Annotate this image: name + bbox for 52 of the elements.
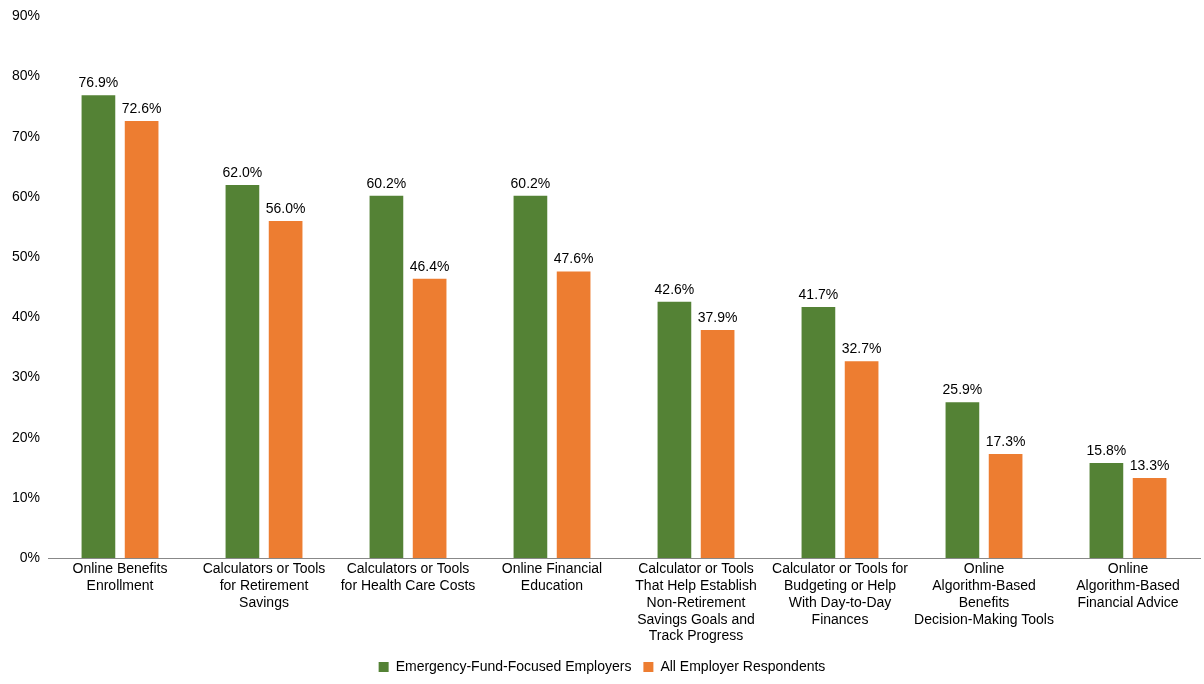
y-tick-label: 80% bbox=[11, 67, 41, 84]
bar bbox=[1089, 462, 1124, 558]
bar bbox=[801, 307, 836, 558]
bar bbox=[268, 221, 303, 558]
x-tick-label: Online Algorithm-Based Financial Advice bbox=[1076, 560, 1180, 610]
bar bbox=[369, 195, 404, 558]
bar bbox=[700, 329, 735, 558]
bar bbox=[1132, 477, 1167, 558]
data-label: 25.9% bbox=[942, 381, 983, 397]
y-tick-label: 40% bbox=[11, 308, 41, 325]
bar bbox=[556, 271, 591, 558]
x-tick-label: Online Algorithm-Based Benefits Decision-Making Tools bbox=[914, 560, 1054, 627]
bar bbox=[657, 301, 692, 558]
data-label: 60.2% bbox=[366, 174, 407, 191]
data-label: 15.8% bbox=[1086, 441, 1127, 458]
x-tick-label: Online Benefits Enrollment bbox=[72, 560, 168, 594]
y-tick-label: 90% bbox=[11, 7, 41, 24]
x-tick-label: Calculators or Tools for Health Care Costs bbox=[340, 560, 476, 594]
data-label: 76.9% bbox=[78, 74, 119, 91]
y-tick-label: 60% bbox=[11, 187, 41, 204]
y-tick-label: 30% bbox=[11, 368, 41, 385]
data-label: 47.6% bbox=[553, 250, 594, 267]
data-label: 60.2% bbox=[510, 174, 551, 191]
x-tick-label: Calculator or Tools That Help Establish Non-Retirement Savings Goals and Track Progress bbox=[635, 560, 757, 644]
bar bbox=[412, 278, 447, 558]
y-tick-label: 20% bbox=[11, 428, 41, 445]
data-label: 42.6% bbox=[654, 280, 695, 297]
data-label: 56.0% bbox=[265, 199, 306, 216]
x-tick-label: Online Financial Education bbox=[501, 560, 603, 594]
bar bbox=[513, 195, 548, 558]
bar bbox=[988, 453, 1023, 558]
bar bbox=[124, 121, 159, 558]
legend-label: Emergency-Fund-Focused Employers bbox=[395, 657, 632, 674]
data-label: 32.7% bbox=[841, 340, 882, 357]
bar bbox=[225, 184, 260, 558]
data-label: 72.6% bbox=[121, 99, 162, 116]
data-label: 13.3% bbox=[1129, 456, 1170, 473]
bar bbox=[945, 402, 980, 558]
legend-label: All Employer Respondents bbox=[660, 657, 826, 674]
y-tick-label: 0% bbox=[19, 548, 41, 565]
y-tick-label: 70% bbox=[11, 127, 41, 144]
bar bbox=[844, 361, 879, 558]
data-label: 62.0% bbox=[222, 163, 263, 180]
data-label: 37.9% bbox=[697, 308, 738, 325]
data-label: 41.7% bbox=[798, 285, 839, 302]
data-label: 17.3% bbox=[985, 432, 1026, 449]
x-tick-label: Calculator or Tools for Budgeting or Help With Day-to-Day Finances bbox=[772, 560, 909, 627]
y-tick-label: 50% bbox=[11, 247, 41, 264]
x-tick-label: Calculators or Tools for Retirement Savings bbox=[202, 560, 326, 610]
data-label: 46.4% bbox=[409, 257, 450, 274]
bar bbox=[81, 95, 116, 558]
y-tick-label: 10% bbox=[11, 488, 41, 505]
